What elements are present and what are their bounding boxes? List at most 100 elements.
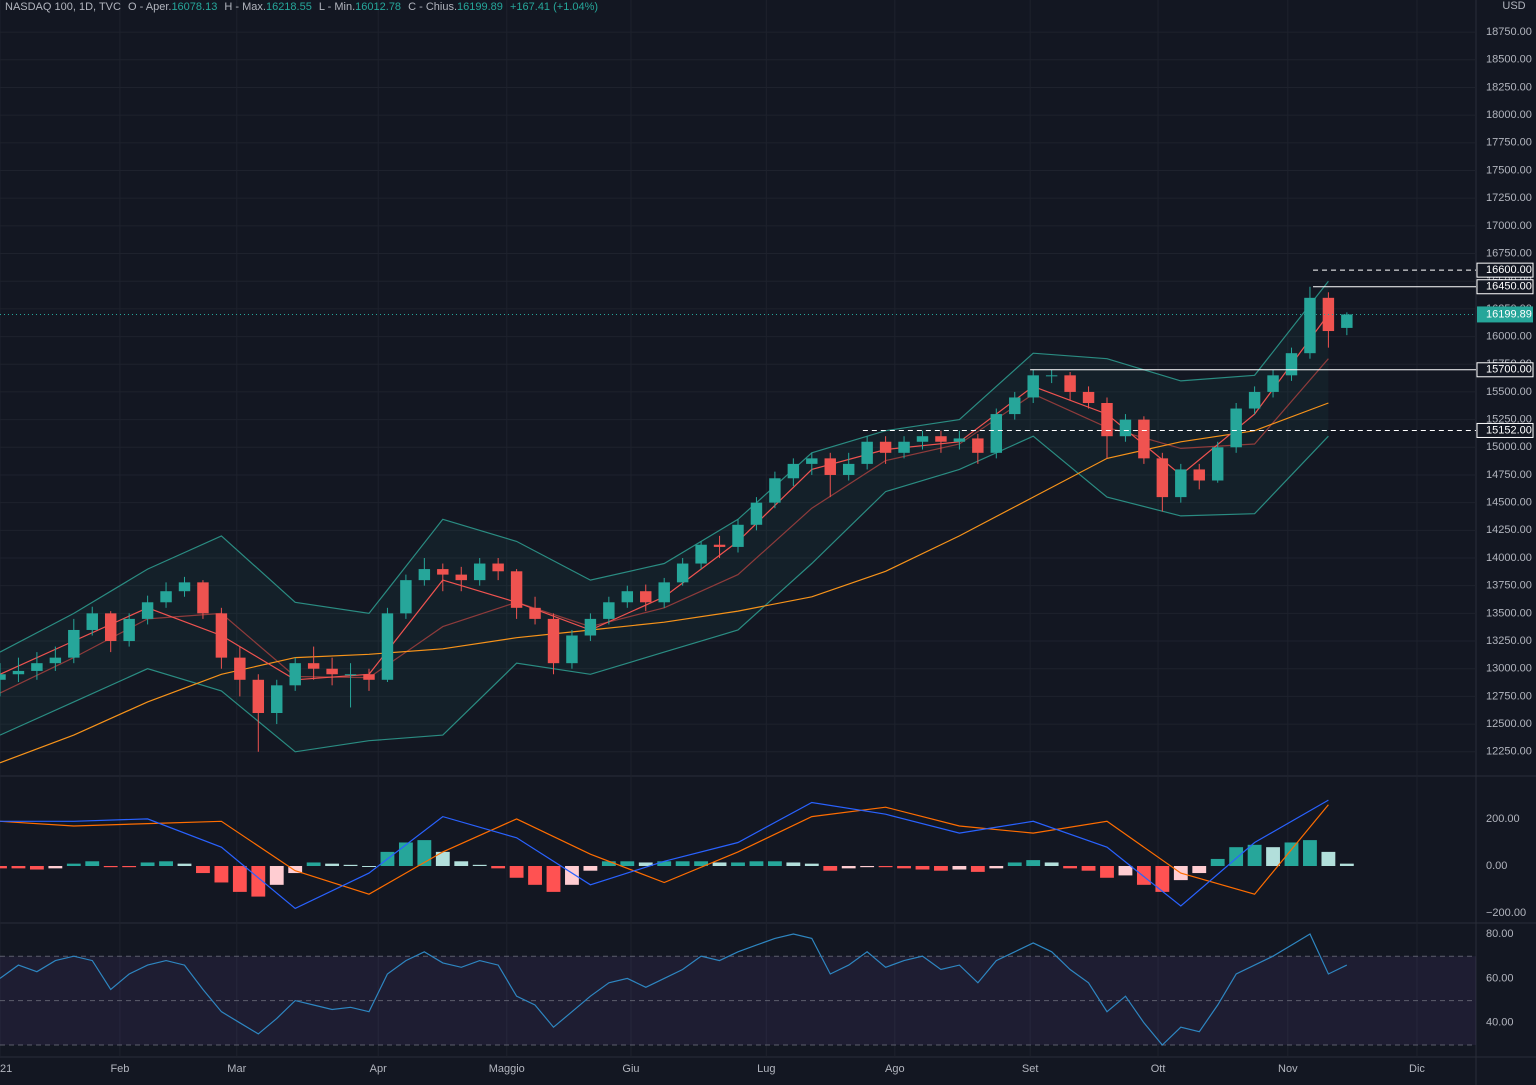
candle-body [160, 591, 172, 603]
candle-body [824, 458, 836, 475]
y-tick-label: 13000.00 [1486, 663, 1532, 675]
y-tick-label: 18750.00 [1486, 26, 1532, 38]
candle-body [31, 663, 43, 671]
macd-histogram-bar [620, 861, 635, 866]
y-tick-label: 14250.00 [1486, 524, 1532, 536]
candle-body [935, 436, 947, 442]
y-tick-label: 40.00 [1486, 1017, 1514, 1029]
y-tick-label: 17000.00 [1486, 220, 1532, 232]
y-tick-label: 18500.00 [1486, 54, 1532, 66]
macd-histogram-bar [454, 861, 469, 866]
macd-histogram-bar [731, 862, 745, 866]
macd-histogram-bar [1266, 847, 1280, 866]
candle-body [473, 563, 486, 581]
candle-body [400, 580, 412, 614]
macd-histogram-bar [1210, 858, 1225, 866]
candle-body [178, 582, 191, 592]
macd-histogram-bar [657, 861, 672, 866]
last-price-box [1477, 306, 1533, 323]
macd-histogram-bar [675, 861, 690, 866]
candle-body [621, 591, 634, 603]
candle-body [1175, 469, 1187, 498]
macd-histogram-bar [509, 866, 524, 878]
macd-histogram-bar [66, 863, 81, 866]
low-value: 16012.78 [355, 1, 401, 13]
candle-body [603, 602, 615, 619]
x-tick-label: Ago [885, 1063, 905, 1075]
macd-histogram-bar [1118, 866, 1133, 876]
macd-histogram-bar [934, 866, 948, 871]
macd-histogram-bar [952, 866, 967, 870]
macd-histogram-bar [1044, 862, 1059, 866]
macd-histogram-bar [1321, 851, 1336, 866]
candle-body [68, 629, 80, 658]
candle-body [769, 478, 781, 503]
y-tick-label: 15250.00 [1486, 414, 1532, 426]
macd-histogram-bar [970, 866, 985, 872]
candle-body [1138, 419, 1150, 459]
x-tick-label: Lug [757, 1063, 775, 1075]
macd-histogram-bar [1026, 860, 1041, 866]
x-tick-label: Set [1022, 1063, 1039, 1075]
macd-histogram-bar [1247, 844, 1262, 866]
open-label: O - Aper. [128, 1, 171, 13]
y-tick-label: 17500.00 [1486, 164, 1532, 176]
y-tick-label: 14500.00 [1486, 497, 1532, 509]
level-label: 15152.00 [1486, 424, 1532, 436]
level-label: 16600.00 [1486, 264, 1532, 276]
candle-body [289, 663, 301, 686]
y-tick-label: 14750.00 [1486, 469, 1532, 481]
level-label-box [1476, 262, 1534, 278]
candle-body [307, 663, 320, 669]
candle-body [676, 563, 689, 583]
candle-body [252, 679, 265, 713]
y-tick-label: 200.00 [1486, 813, 1520, 825]
candle-body [234, 657, 246, 680]
y-tick-label: 17250.00 [1486, 192, 1532, 204]
macd-histogram-bar [288, 866, 303, 874]
macd-histogram-bar [583, 866, 598, 871]
y-tick-label: 17750.00 [1486, 137, 1532, 149]
macd-histogram-bar [159, 861, 173, 866]
candle-body [787, 463, 800, 479]
candle-body [12, 670, 25, 675]
macd-histogram-bar [1303, 840, 1317, 866]
candle-body [584, 618, 597, 636]
macd-histogram-bar [1339, 863, 1354, 866]
y-tick-label: 12500.00 [1486, 718, 1532, 730]
x-tick-label: Feb [110, 1063, 129, 1075]
candle-body [326, 668, 338, 675]
candle-body [1211, 447, 1224, 481]
x-tick-label: Maggio [489, 1063, 525, 1075]
x-tick-label: 2021 [0, 1063, 12, 1075]
candle-body [1156, 458, 1169, 498]
sma-line [0, 402, 1329, 764]
macd-histogram-bar [565, 866, 579, 885]
candle-body [141, 602, 154, 619]
y-tick-label: 16750.00 [1486, 247, 1532, 259]
candle-body [990, 414, 1003, 453]
candle-body [1082, 391, 1095, 403]
candle-body [566, 635, 578, 664]
macd-histogram-bar [749, 861, 764, 866]
macd-histogram-bar [1192, 866, 1207, 874]
candle-body [658, 582, 670, 603]
candle-body [455, 574, 467, 581]
x-tick-label: Ott [1151, 1063, 1166, 1075]
close-value: 16199.89 [457, 1, 503, 13]
macd-histogram-bar [528, 866, 542, 885]
candle-body [713, 544, 726, 547]
currency: USD [1502, 0, 1525, 12]
level-label-box [1476, 362, 1534, 378]
y-tick-label: 60.00 [1486, 972, 1514, 984]
candle-body [695, 544, 707, 564]
candle-body [418, 569, 431, 581]
macd-histogram-bar [398, 842, 413, 866]
macd-histogram-bar [1100, 866, 1114, 878]
y-tick-label: 16000.00 [1486, 330, 1532, 342]
macd-histogram-bar [1136, 866, 1151, 885]
y-tick-label: 13250.00 [1486, 635, 1532, 647]
level-label-box [1476, 279, 1534, 295]
